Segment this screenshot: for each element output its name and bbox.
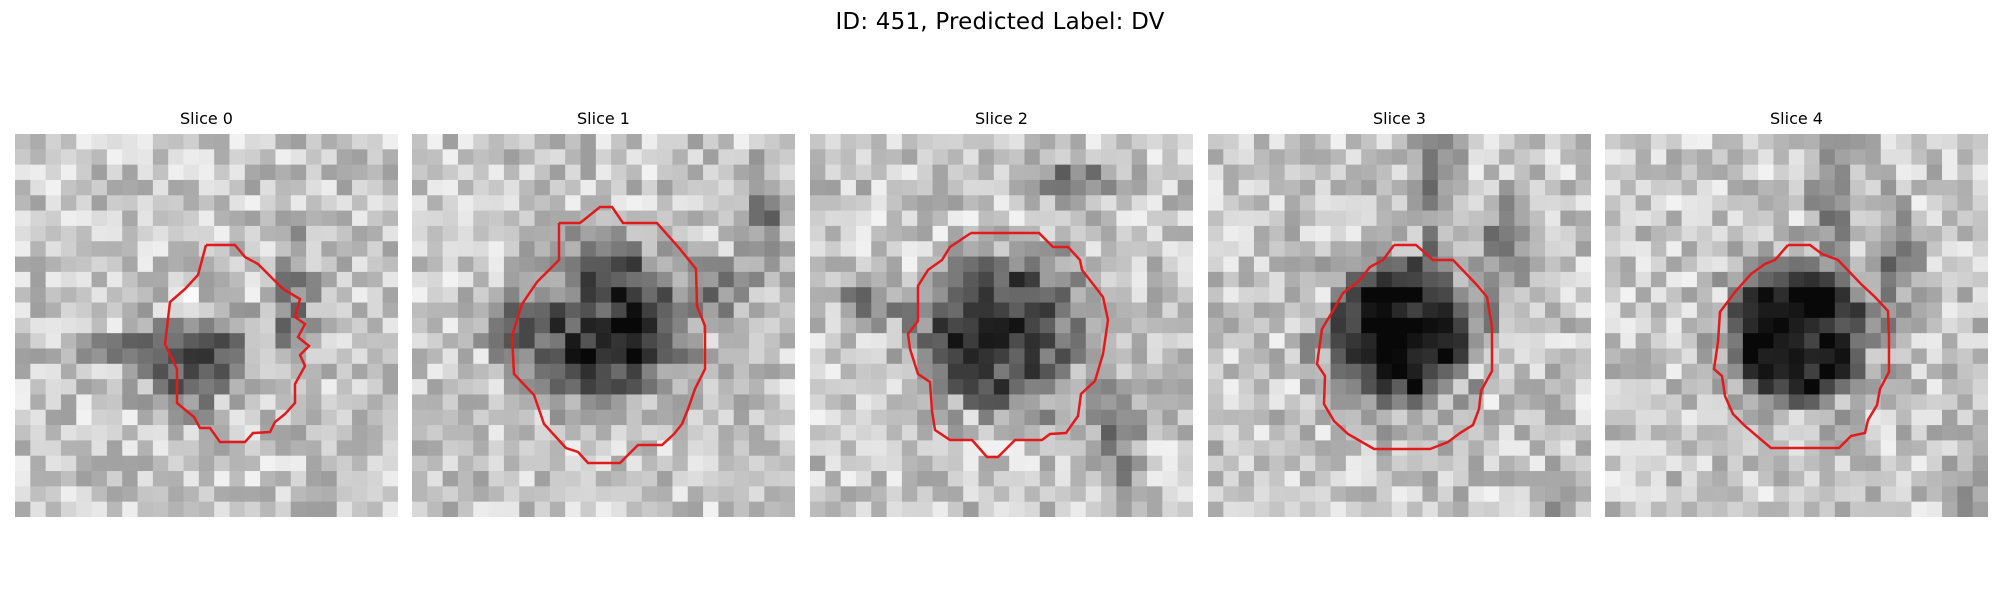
slice-image-4 [1605,134,1988,517]
slice-image-svg-3 [1208,134,1591,517]
slice-title-1: Slice 1 [577,109,630,128]
slice-image-3 [1208,134,1591,517]
segmentation-contour-2 [906,231,1110,459]
segmentation-contour-1 [510,205,707,465]
slice-image-svg-0 [15,134,398,517]
slice-panel-3: Slice 3 [1208,108,1591,517]
slice-image-0 [15,134,398,517]
segmentation-contour-4 [1712,243,1891,450]
slice-panel-4: Slice 4 [1605,108,1988,517]
slice-image-svg-4 [1605,134,1988,517]
segmentation-contour-0 [163,243,311,444]
slice-image-svg-1 [412,134,795,517]
slice-panel-0: Slice 0 [15,108,398,517]
slice-title-4: Slice 4 [1770,109,1823,128]
segmentation-contour-3 [1315,243,1494,451]
slice-panel-2: Slice 2 [810,108,1193,517]
slice-title-0: Slice 0 [180,109,233,128]
figure-title: ID: 451, Predicted Label: DV [835,9,1165,35]
slice-image-svg-2 [810,134,1193,517]
slice-title-3: Slice 3 [1373,109,1426,128]
slice-image-1 [412,134,795,517]
slice-image-2 [810,134,1193,517]
slice-panel-1: Slice 1 [412,108,795,517]
slice-title-2: Slice 2 [975,109,1028,128]
